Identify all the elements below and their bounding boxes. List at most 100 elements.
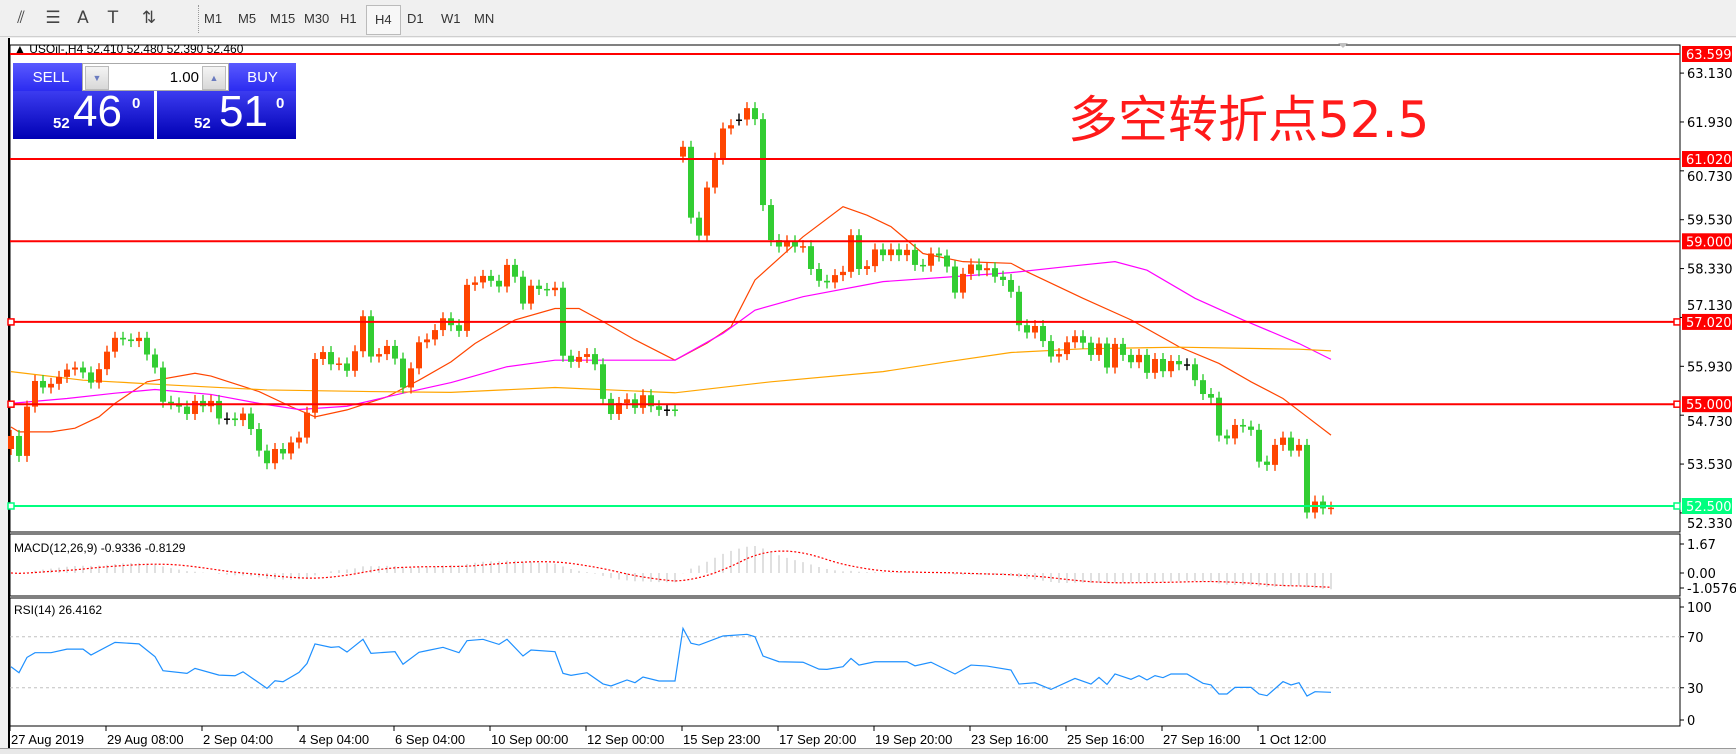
buy-button[interactable]: BUY [229,63,296,92]
bearish-candle[interactable] [88,372,94,383]
bullish-candle[interactable] [336,363,342,365]
bearish-candle[interactable] [1048,341,1054,357]
bullish-candle[interactable] [24,406,30,456]
bullish-candle[interactable] [680,146,686,157]
bearish-candle[interactable] [896,249,902,256]
bullish-candle[interactable] [1072,336,1078,343]
bearish-candle[interactable] [1160,358,1166,372]
bearish-candle[interactable] [184,406,190,414]
bullish-candle[interactable] [664,409,670,411]
bearish-candle[interactable] [776,240,782,247]
timeframe-m5-button[interactable]: M5 [238,11,257,26]
bearish-candle[interactable] [696,217,702,236]
timeframe-m1-button[interactable]: M1 [204,11,223,26]
bearish-candle[interactable] [392,345,398,359]
shift-marker-icon[interactable] [1338,43,1348,48]
bullish-candle[interactable] [240,413,246,421]
bullish-candle[interactable] [840,271,846,276]
bullish-candle[interactable] [1280,437,1286,445]
buy-price-button[interactable]: 52 51 0 [157,87,296,139]
sell-price-button[interactable]: 52 46 0 [13,87,154,139]
bearish-candle[interactable] [1248,426,1254,430]
bearish-candle[interactable] [920,264,926,267]
bearish-candle[interactable] [128,339,134,342]
bearish-candle[interactable] [248,413,254,430]
bearish-candle[interactable] [1088,342,1094,355]
level-handle-right[interactable] [1673,400,1681,408]
bearish-candle[interactable] [544,288,550,291]
bearish-candle[interactable] [232,418,238,421]
bullish-candle[interactable] [904,249,910,256]
bearish-candle[interactable] [368,316,374,357]
bearish-candle[interactable] [792,241,798,247]
bearish-candle[interactable] [760,119,766,206]
bearish-candle[interactable] [1024,325,1030,333]
bearish-candle[interactable] [824,280,830,283]
bullish-candle[interactable] [576,356,582,362]
bearish-candle[interactable] [80,367,86,373]
bullish-candle[interactable] [480,275,486,283]
bullish-candle[interactable] [312,358,318,413]
bullish-candle[interactable] [64,369,70,377]
bullish-candle[interactable] [872,249,878,267]
bearish-candle[interactable] [1008,279,1014,292]
bullish-candle[interactable] [728,125,734,129]
bearish-candle[interactable] [736,119,742,122]
chart-window[interactable] [8,38,1736,750]
bullish-candle[interactable] [1168,361,1174,372]
bearish-candle[interactable] [648,395,654,407]
bearish-candle[interactable] [1104,343,1110,368]
bearish-candle[interactable] [536,285,542,289]
text-label-icon[interactable]: T [107,8,119,28]
bearish-candle[interactable] [1224,435,1230,439]
arrows-icon[interactable]: ⇅ [141,8,157,28]
bullish-candle[interactable] [704,187,710,236]
bullish-candle[interactable] [640,395,646,408]
bearish-candle[interactable] [608,398,614,414]
bearish-candle[interactable] [752,108,758,120]
bullish-candle[interactable] [864,266,870,269]
bearish-candle[interactable] [224,418,230,420]
bearish-candle[interactable] [592,354,598,365]
bearish-candle[interactable] [672,409,678,411]
bullish-candle[interactable] [112,337,118,352]
bullish-candle[interactable] [1272,444,1278,465]
bullish-candle[interactable] [424,339,430,343]
level-handle-left[interactable] [7,318,15,326]
bearish-candle[interactable] [168,401,174,404]
bearish-candle[interactable] [936,253,942,256]
bullish-candle[interactable] [744,108,750,120]
bearish-candle[interactable] [912,249,918,265]
bullish-candle[interactable] [1032,325,1038,333]
bearish-candle[interactable] [520,276,526,304]
bearish-candle[interactable] [1040,325,1046,342]
bearish-candle[interactable] [160,367,166,402]
bullish-candle[interactable] [440,318,446,331]
bullish-candle[interactable] [136,337,142,342]
bearish-candle[interactable] [1176,361,1182,365]
bearish-candle[interactable] [992,268,998,277]
bullish-candle[interactable] [104,351,110,370]
bearish-candle[interactable] [1208,394,1214,398]
bearish-candle[interactable] [856,235,862,269]
bearish-candle[interactable] [880,249,886,256]
bullish-candle[interactable] [960,273,966,293]
bearish-candle[interactable] [344,363,350,371]
bearish-candle[interactable] [328,352,334,365]
timeframe-mn-button[interactable]: MN [474,11,495,26]
timeframe-h1-button[interactable]: H1 [340,11,357,26]
bearish-candle[interactable] [1128,354,1134,363]
bullish-candle[interactable] [832,275,838,283]
bearish-candle[interactable] [1288,437,1294,451]
bullish-candle[interactable] [720,128,726,159]
bullish-candle[interactable] [376,354,382,357]
bullish-candle[interactable] [192,400,198,414]
bullish-candle[interactable] [984,268,990,271]
bearish-candle[interactable] [400,358,406,388]
bullish-candle[interactable] [552,287,558,291]
bullish-candle[interactable] [272,448,278,464]
bearish-candle[interactable] [1200,380,1206,395]
bearish-candle[interactable] [1000,276,1006,280]
bearish-candle[interactable] [256,429,262,451]
